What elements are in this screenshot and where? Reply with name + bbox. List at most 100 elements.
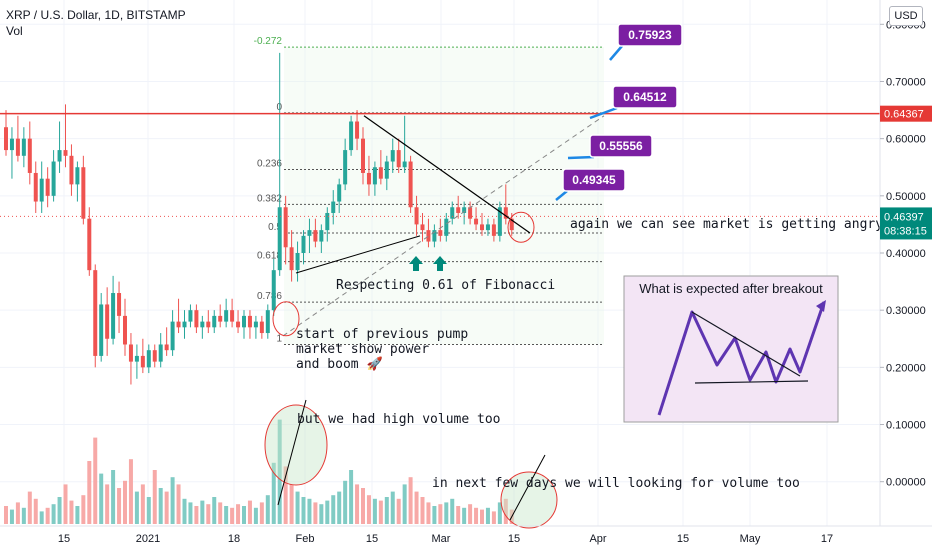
volume-bar xyxy=(283,466,288,524)
candle-body xyxy=(236,321,241,328)
annotation-fib: Respecting 0.61 of Fibonacci xyxy=(336,278,555,293)
candle-body xyxy=(99,304,104,356)
candle-body xyxy=(81,167,86,219)
candle-body xyxy=(432,230,437,242)
breakout-arrowhead xyxy=(816,300,826,312)
target-label: 0.75923 xyxy=(628,28,672,42)
candle-body xyxy=(271,270,276,311)
candle-body xyxy=(384,161,389,179)
candle-body xyxy=(33,172,38,202)
expected-breakout-box xyxy=(623,275,839,423)
volume-label: Vol xyxy=(6,24,23,38)
volume-bar xyxy=(9,509,14,524)
candle-body xyxy=(123,315,127,345)
candle-body xyxy=(69,155,74,185)
volume-bar xyxy=(438,504,443,524)
candle-body xyxy=(378,167,383,179)
y-tick-label: 0.10000 xyxy=(886,420,926,432)
candle-body xyxy=(420,224,425,231)
volume-bar xyxy=(271,462,276,524)
volume-bar xyxy=(194,506,199,524)
price-axis-bg xyxy=(880,0,932,550)
volume-bar xyxy=(414,491,419,524)
volume-bar xyxy=(325,500,330,524)
y-tick-label: 0.50000 xyxy=(886,191,926,203)
x-tick-label: 15 xyxy=(366,533,378,545)
volume-bar xyxy=(408,477,413,524)
candle-body xyxy=(218,315,223,322)
volume-bar xyxy=(111,470,116,524)
volume-bar xyxy=(468,504,473,524)
volume-bar xyxy=(117,488,122,524)
fib-label: 0.786 xyxy=(257,291,282,302)
candle-body xyxy=(337,184,342,202)
candle-body xyxy=(200,321,205,328)
volume-bar xyxy=(390,491,395,524)
volume-bar xyxy=(242,506,246,524)
candle-body xyxy=(301,235,306,253)
price-axis: 0.800000.700000.600000.500000.400000.300… xyxy=(879,0,932,550)
fib-label: 1 xyxy=(276,333,282,344)
candle-body xyxy=(170,321,175,351)
fib-label: 0.236 xyxy=(257,159,282,170)
x-tick-label: 17 xyxy=(821,533,833,545)
candle-body xyxy=(289,247,294,271)
volume-bar xyxy=(200,500,205,524)
volume-bar xyxy=(420,497,425,524)
x-tick-label: Apr xyxy=(589,533,606,545)
currency-button[interactable]: USD xyxy=(889,6,923,26)
volume-bar xyxy=(123,480,127,524)
candle-body xyxy=(146,350,151,368)
volume-bar xyxy=(485,507,490,524)
volume-bar xyxy=(355,484,360,524)
candle-body xyxy=(491,224,496,236)
x-tick-label: 15 xyxy=(58,533,70,545)
candle-body xyxy=(188,310,193,322)
target-label: 0.55556 xyxy=(599,139,643,153)
target-box xyxy=(589,134,653,158)
fib-label: -0.272 xyxy=(254,36,283,47)
volume-bar xyxy=(218,502,223,524)
volume-bar xyxy=(301,497,306,524)
candle-body xyxy=(51,161,56,196)
volume-bar xyxy=(93,437,98,524)
volume-bar xyxy=(39,511,44,524)
volume-bar xyxy=(337,491,342,524)
volume-bar xyxy=(480,509,484,524)
x-tick-label: Feb xyxy=(296,533,315,545)
pump-circle xyxy=(272,301,300,337)
volume-bar xyxy=(15,502,20,524)
x-tick-label: May xyxy=(740,533,761,545)
volume-bar xyxy=(497,502,502,524)
volume-bar xyxy=(146,497,151,524)
resistance-price-label: 0.64367 xyxy=(884,109,924,121)
candle-body xyxy=(444,218,449,236)
volume-bar xyxy=(87,461,92,524)
up-arrow-marker xyxy=(409,256,423,271)
volume-bar xyxy=(432,506,437,524)
candle-body xyxy=(366,172,371,185)
candle-body xyxy=(325,212,330,231)
candle-body xyxy=(313,230,318,242)
candle-body xyxy=(230,310,235,322)
candle-body xyxy=(361,138,365,173)
candle-body xyxy=(485,224,490,231)
candlestick-series xyxy=(4,52,514,385)
candle-body xyxy=(4,127,8,151)
annotation-pump-line: start of previous pump xyxy=(296,327,468,342)
annotation-angry: again we can see market is getting angry… xyxy=(570,216,907,232)
candle-body xyxy=(509,218,514,231)
candle-body xyxy=(343,150,348,185)
volume-bar xyxy=(99,473,104,524)
volume-bar xyxy=(27,491,32,524)
volume-bars xyxy=(4,419,514,524)
volume-bar xyxy=(170,477,175,524)
candle-body xyxy=(319,230,324,242)
volume-bar xyxy=(277,419,282,524)
target-box xyxy=(617,23,683,47)
candle-body xyxy=(295,253,300,271)
candle-body xyxy=(164,344,169,351)
volume-bar xyxy=(128,459,133,524)
volume-bar xyxy=(152,470,157,524)
